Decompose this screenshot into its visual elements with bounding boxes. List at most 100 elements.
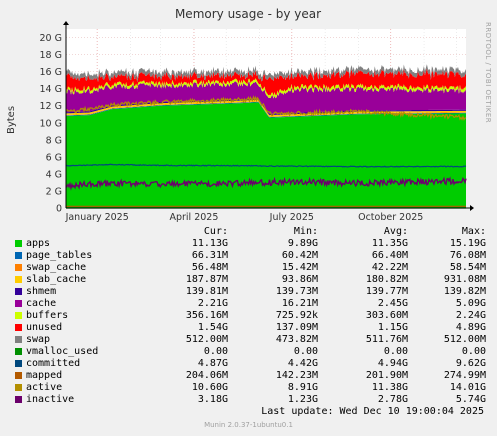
legend-row-inactive: inactive 3.18G 1.23G 2.78G 5.74G — [10, 394, 490, 406]
legend-header-row: Cur: Min: Avg: Max: — [10, 226, 490, 238]
munin-version: Munin 2.0.37-1ubuntu0.1 — [204, 421, 293, 429]
y-tick-label: 0 — [56, 204, 62, 215]
legend-value-avg: 11.35G — [371, 238, 408, 249]
legend-value-cur: 11.13G — [191, 238, 228, 249]
legend-value-cur: 356.16M — [185, 310, 228, 321]
legend-value-max: 4.89G — [455, 322, 486, 333]
legend-value-avg: 42.22M — [371, 262, 408, 273]
x-tick-label: January 2025 — [65, 212, 129, 223]
legend-value-avg: 303.60M — [365, 310, 408, 321]
x-tick-label: October 2025 — [358, 212, 423, 223]
legend-value-cur: 56.48M — [191, 262, 228, 273]
legend-value-min: 137.09M — [275, 322, 318, 333]
legend-series-name: shmem — [26, 286, 57, 297]
legend-header-cur: Cur: — [203, 226, 228, 237]
y-tick-label: 14 G — [40, 84, 62, 95]
legend-value-cur: 204.06M — [185, 370, 228, 381]
area-buffers — [66, 78, 466, 99]
legend-row-apps: apps 11.13G 9.89G 11.35G 15.19G — [10, 238, 490, 250]
legend-series-name: mapped — [26, 370, 63, 381]
legend-swatch — [15, 324, 22, 331]
legend-swatch — [15, 372, 22, 379]
legend-value-max: 139.82M — [443, 286, 486, 297]
y-tick-labels: 0 2 G 4 G 6 G 8 G 10 G 12 G 14 G 16 G 18 G 20 G — [40, 33, 62, 214]
y-tick-label: 20 G — [40, 33, 62, 44]
legend-value-avg: 4.94G — [377, 358, 408, 369]
stacked-areas — [66, 64, 466, 208]
legend-row-buffers: buffers 356.16M 725.92k 303.60M 2.24G — [10, 310, 490, 322]
x-tick-labels: January 2025 April 2025 July 2025 October 2… — [65, 212, 424, 223]
legend-series-name: swap_cache — [26, 262, 87, 273]
graph-title: Memory usage - by year — [175, 7, 321, 21]
legend-series-name: slab_cache — [26, 274, 87, 285]
legend-value-min: 0.00 — [293, 346, 318, 357]
y-axis-arrow — [63, 21, 69, 25]
legend-value-avg: 66.40M — [371, 250, 408, 261]
legend-value-avg: 201.90M — [365, 370, 408, 381]
x-axis-arrow — [470, 205, 474, 211]
legend-value-max: 58.54M — [449, 262, 486, 273]
y-tick-label: 10 G — [40, 118, 62, 129]
legend-row-swap: swap 512.00M 473.82M 511.76M 512.00M — [10, 334, 490, 346]
legend-swatch — [15, 276, 22, 283]
legend-value-cur: 66.31M — [191, 250, 228, 261]
legend-value-min: 139.73M — [275, 286, 318, 297]
legend-value-max: 931.08M — [443, 274, 486, 285]
legend-series-name: committed — [26, 358, 81, 369]
y-tick-label: 18 G — [40, 50, 62, 61]
legend-row-cache: cache 2.21G 16.21M 2.45G 5.09G — [10, 298, 490, 310]
legend-value-max: 274.99M — [443, 370, 486, 381]
y-axis-label: Bytes — [6, 106, 17, 134]
line-inactive — [65, 176, 467, 191]
legend-value-min: 93.86M — [281, 274, 318, 285]
legend-value-avg: 11.38G — [371, 382, 408, 393]
legend-value-min: 60.42M — [281, 250, 318, 261]
y-tick-label: 4 G — [46, 169, 62, 180]
legend-swatch — [15, 240, 22, 247]
legend-swatch — [15, 288, 22, 295]
last-update: Last update: Wed Dec 10 19:00:04 2025 — [261, 406, 484, 417]
legend-row-swap-cache: swap_cache 56.48M 15.42M 42.22M 58.54M — [10, 262, 490, 274]
area-cache — [66, 81, 466, 114]
legend-value-avg: 0.00 — [383, 346, 408, 357]
legend-value-max: 2.24G — [455, 310, 486, 321]
legend-value-cur: 1.54G — [197, 322, 228, 333]
area-swap — [66, 64, 466, 83]
legend-value-min: 15.42M — [281, 262, 318, 273]
legend-value-max: 5.74G — [455, 394, 486, 405]
line-active — [65, 95, 467, 121]
legend-header-max: Max: — [461, 226, 486, 237]
legend-swatch — [15, 348, 22, 355]
legend-value-min: 473.82M — [275, 334, 318, 345]
x-tick-label: July 2025 — [269, 212, 314, 223]
legend-value-cur: 139.81M — [185, 286, 228, 297]
legend-value-avg: 1.15G — [377, 322, 408, 333]
legend-value-min: 4.42G — [287, 358, 318, 369]
legend-swatch — [15, 252, 22, 259]
legend-value-avg: 2.78G — [377, 394, 408, 405]
legend-series-name: cache — [26, 298, 57, 309]
legend-swatch — [15, 312, 22, 319]
legend-swatch — [15, 384, 22, 391]
legend-swatch — [15, 300, 22, 307]
legend-value-max: 9.62G — [455, 358, 486, 369]
y-tick-label: 8 G — [46, 135, 62, 146]
legend-value-max: 15.19G — [449, 238, 486, 249]
legend-value-avg: 180.82M — [365, 274, 408, 285]
x-tick-label: April 2025 — [169, 212, 218, 223]
legend-row-vmalloc-used: vmalloc_used 0.00 0.00 0.00 0.00 — [10, 346, 490, 358]
line-committed — [65, 163, 467, 168]
legend-series-name: unused — [26, 322, 63, 333]
legend-row-active: active 10.60G 8.91G 11.38G 14.01G — [10, 382, 490, 394]
legend-value-max: 5.09G — [455, 298, 486, 309]
legend-row-committed: committed 4.87G 4.42G 4.94G 9.62G — [10, 358, 490, 370]
legend-value-cur: 512.00M — [185, 334, 228, 345]
axes — [63, 21, 474, 211]
legend-value-avg: 2.45G — [377, 298, 408, 309]
legend-value-min: 142.23M — [275, 370, 318, 381]
legend-header-min: Min: — [293, 226, 318, 237]
legend-value-cur: 3.18G — [197, 394, 228, 405]
legend-row-page-tables: page_tables 66.31M 60.42M 66.40M 76.08M — [10, 250, 490, 262]
legend-value-min: 1.23G — [287, 394, 318, 405]
y-tick-label: 16 G — [40, 67, 62, 78]
